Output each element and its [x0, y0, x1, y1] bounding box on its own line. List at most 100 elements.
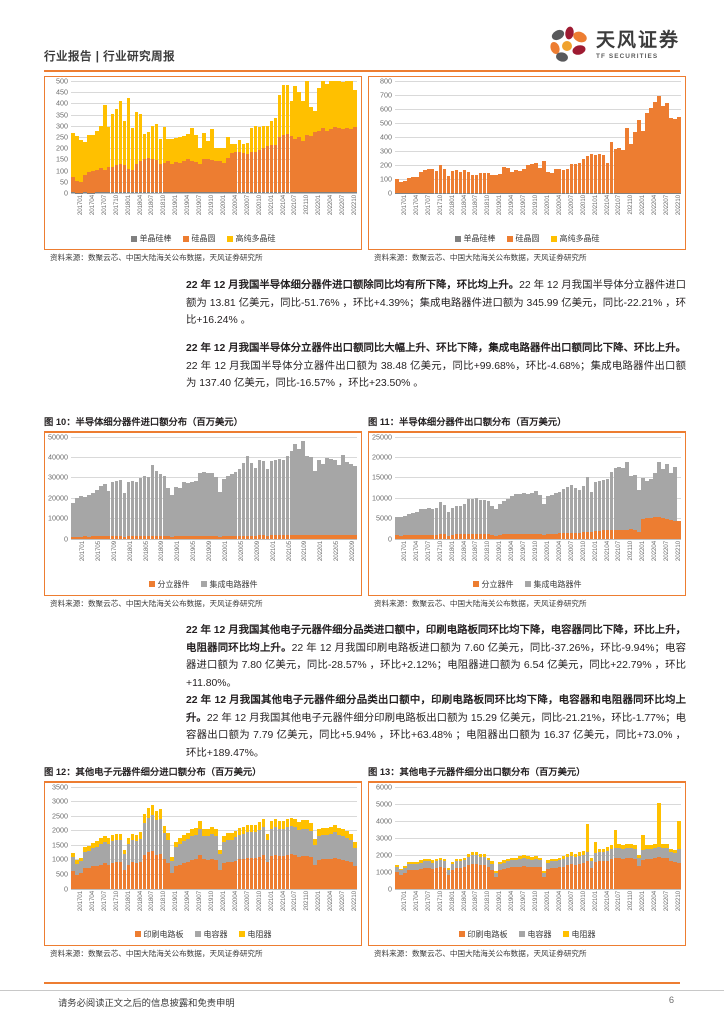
bar-segment	[130, 481, 135, 537]
bar-column	[269, 81, 274, 193]
bar-segment	[134, 841, 139, 863]
x-axis-tick-label: 202010	[255, 890, 263, 911]
x-axis-tick-label: 202110	[627, 890, 635, 911]
bar-segment	[265, 833, 270, 841]
bar-segment	[313, 110, 317, 133]
bar-segment	[478, 853, 483, 857]
bar-segment	[601, 848, 606, 853]
bar-segment	[573, 163, 578, 193]
bar-column	[241, 437, 246, 539]
bar-column	[625, 787, 629, 889]
bar-segment	[526, 856, 530, 860]
bar-segment	[305, 192, 309, 193]
x-axis-tick-label: 201810	[484, 195, 492, 216]
bar-segment	[661, 847, 665, 858]
bar-segment	[333, 81, 337, 128]
bar-segment	[245, 154, 250, 193]
bar-segment	[633, 475, 637, 531]
bar-segment	[446, 535, 451, 539]
legend-swatch	[506, 235, 513, 242]
bar-segment	[99, 864, 103, 889]
bar-segment	[498, 534, 502, 539]
bar-segment	[345, 534, 349, 539]
y-axis-tick-label: 0	[388, 534, 392, 544]
bar-segment	[442, 504, 447, 535]
bar-segment	[182, 135, 186, 161]
bar-segment	[95, 169, 99, 193]
bar-segment	[399, 870, 403, 875]
bar-column	[253, 787, 258, 889]
bar-segment	[542, 504, 546, 536]
bar-segment	[87, 536, 91, 539]
x-axis: 201701 201705 201709 201801 201805 201809 2019…	[71, 541, 357, 581]
gridline	[71, 815, 357, 817]
bar-segment	[146, 807, 151, 818]
x-axis-tick-label: 201901	[496, 890, 504, 911]
bar-segment	[399, 535, 403, 539]
bar-segment	[474, 533, 479, 539]
legend-label: 电阻器	[571, 929, 596, 939]
bar-segment	[641, 518, 645, 539]
bar-segment	[341, 534, 345, 539]
legend-item: 电阻器	[562, 929, 596, 940]
bar-segment	[233, 144, 238, 152]
gridline	[395, 871, 681, 873]
bar-column	[399, 81, 403, 193]
bar-column	[661, 787, 665, 889]
bar-segment	[589, 861, 594, 869]
x-axis-tick-label: 201907	[196, 195, 204, 216]
y-axis-tick-label: 350	[56, 110, 68, 120]
bar-segment	[118, 100, 123, 164]
bar-segment	[423, 170, 427, 193]
bar-segment	[645, 848, 649, 859]
bar-segment	[214, 860, 218, 889]
gridline	[395, 497, 681, 499]
bar-column	[237, 437, 242, 539]
x-axis-tick-label: 201710	[112, 890, 120, 911]
bar-column	[407, 81, 411, 193]
y-axis-tick-label: 5000	[376, 513, 392, 523]
figure-10-caption-number: 图 10：	[44, 417, 76, 427]
bar-column	[91, 787, 95, 889]
bar-segment	[423, 868, 427, 889]
figure-10-caption-rule	[44, 431, 362, 433]
bar-segment	[530, 493, 534, 534]
bar-segment	[182, 192, 186, 193]
bar-column	[130, 437, 135, 539]
y-axis-tick-label: 15000	[372, 472, 392, 482]
bar-segment	[106, 864, 111, 889]
figure-9-source-rule	[368, 249, 686, 250]
bar-column	[174, 787, 178, 889]
bar-column	[285, 787, 290, 889]
bar-segment	[325, 828, 329, 835]
bar-segment	[395, 516, 399, 536]
bar-segment	[249, 832, 254, 858]
bar-segment	[329, 81, 333, 130]
bar-segment	[434, 534, 439, 539]
x-axis-tick-label: 202007	[567, 540, 575, 561]
bar-column	[526, 787, 530, 889]
bar-segment	[478, 864, 483, 889]
bar-segment	[138, 114, 143, 162]
bar-segment	[194, 135, 198, 162]
bar-segment	[237, 468, 242, 536]
bar-segment	[329, 129, 333, 193]
bar-segment	[526, 533, 530, 539]
bar-segment	[146, 476, 151, 536]
bar-series-group	[395, 787, 681, 889]
bar-segment	[198, 163, 202, 193]
bar-segment	[669, 472, 673, 520]
bar-segment	[174, 162, 178, 193]
x-axis-tick-label: 202010	[579, 890, 587, 911]
bar-segment	[677, 117, 681, 193]
bar-segment	[253, 535, 258, 539]
bar-segment	[166, 536, 170, 539]
bar-segment	[349, 128, 353, 193]
bar-segment	[353, 192, 357, 193]
bar-column	[269, 787, 274, 889]
bar-segment	[146, 817, 151, 853]
bar-segment	[337, 828, 341, 835]
bar-segment	[253, 192, 258, 193]
bar-segment	[669, 117, 673, 193]
bar-segment	[349, 840, 353, 863]
